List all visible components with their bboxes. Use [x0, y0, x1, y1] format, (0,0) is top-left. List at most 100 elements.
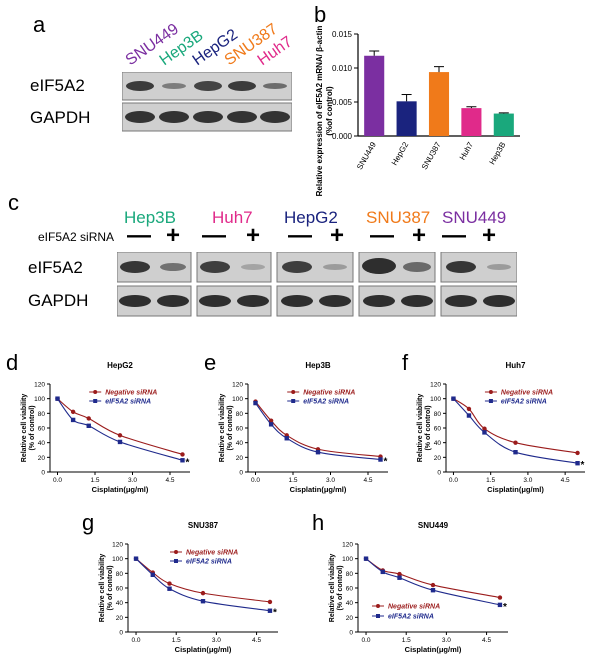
y-tick-label: 80 — [38, 411, 46, 418]
data-point — [167, 586, 172, 591]
y-tick-label: 120 — [34, 382, 45, 389]
data-point — [180, 452, 185, 457]
y-tick-label: 100 — [232, 396, 243, 403]
y-tick-label: 0 — [349, 630, 353, 637]
significance-star: * — [186, 457, 190, 468]
y-axis-label: Relative cell viability — [417, 394, 424, 463]
y-tick-label: 0 — [239, 470, 243, 477]
y-tick-label: 0 — [437, 470, 441, 477]
x-tick-label: 4.5 — [561, 477, 570, 484]
x-tick-label: Huh7 — [458, 140, 476, 162]
sign-minus: — — [442, 222, 466, 249]
y-tick-label: 20 — [116, 615, 124, 622]
blot-c-image — [117, 252, 517, 317]
legend-label: Negative siRNA — [501, 390, 553, 397]
data-point — [451, 396, 456, 401]
group-label-huh7: Huh7 — [212, 208, 253, 227]
y-axis-label: Relative cell viability — [219, 394, 226, 463]
panel-d-letter: d — [6, 350, 18, 375]
x-tick-label: 1.5 — [288, 477, 297, 484]
legend-label: Negative siRNA — [186, 550, 238, 557]
blot-c-label-eif5a2: eIF5A2 — [28, 258, 83, 277]
data-point — [150, 572, 155, 577]
y-axis-label: (% of control) — [227, 405, 234, 450]
y-tick-label: 20 — [434, 455, 442, 462]
bar — [396, 101, 417, 136]
data-point — [133, 556, 139, 561]
x-axis-label: Cisplatin(μg/ml) — [175, 645, 232, 654]
legend-marker — [376, 614, 380, 618]
y-tick-label: 80 — [346, 571, 354, 578]
chart-e: e Hep3B 0 20 40 60 80 100 120 0.0 1.5 3.0 4.5 Cisplat… — [204, 350, 388, 494]
data-point — [180, 458, 185, 463]
sign-plus: + — [166, 222, 181, 249]
data-point — [200, 590, 206, 596]
y-tick-label: 0.015 — [332, 30, 353, 39]
x-tick-label: 1.5 — [486, 477, 495, 484]
x-tick-label: 0.0 — [449, 477, 458, 484]
chart-title: SNU387 — [188, 521, 219, 530]
x-tick-label: SNU449 — [355, 140, 378, 171]
y-tick-label: 40 — [116, 600, 124, 607]
sign-minus: — — [370, 222, 394, 249]
x-tick-label: 3.0 — [128, 477, 137, 484]
y-tick-label: 120 — [430, 382, 441, 389]
y-tick-label: 40 — [38, 440, 46, 447]
data-point — [513, 440, 518, 445]
y-tick-label: 0.000 — [332, 132, 353, 141]
panel-h-letter: h — [312, 514, 324, 535]
data-point — [267, 608, 273, 613]
chart-title: Huh7 — [506, 361, 527, 370]
series-line — [365, 558, 501, 606]
data-point — [497, 595, 503, 600]
y-tick-label: 20 — [346, 615, 354, 622]
series-line — [57, 398, 183, 461]
chart-d: d HepG2 0 20 40 60 80 100 120 0.0 1.5 3.0 4.5 Cisplat… — [6, 350, 190, 494]
legend-marker — [93, 390, 98, 394]
y-axis-label: Relative cell viability — [329, 554, 336, 623]
sign-plus: + — [412, 222, 427, 249]
x-tick-label: 4.5 — [165, 477, 174, 484]
legend-marker — [291, 399, 296, 403]
y-tick-label: 20 — [236, 455, 244, 462]
data-point — [70, 409, 76, 415]
data-point — [268, 418, 274, 423]
x-axis-label: Cisplatin(μg/ml) — [92, 485, 149, 494]
x-tick-label: 3.0 — [326, 477, 335, 484]
panel-g-letter: g — [82, 514, 94, 535]
x-tick-label: 1.5 — [172, 637, 181, 644]
data-point — [55, 396, 60, 401]
data-point — [253, 400, 258, 406]
y-tick-label: 60 — [38, 426, 46, 433]
series-line — [57, 398, 183, 455]
y-tick-label: 0 — [41, 470, 45, 477]
x-tick-label: 1.5 — [90, 477, 99, 484]
sign-minus: — — [288, 222, 312, 249]
legend-label: eIF5A2 siRNA — [501, 399, 547, 406]
chart-b: b 0.000 0.005 0.010 0.015 SNU449 HepG2 SNU387 Hu… — [314, 2, 520, 196]
bar — [461, 108, 482, 136]
panel-e-letter: e — [204, 350, 216, 375]
legend-marker — [291, 390, 296, 394]
x-tick-label: 0.0 — [362, 637, 371, 644]
y-tick-label: 40 — [346, 600, 354, 607]
data-point — [117, 439, 123, 445]
chart-h: h SNU449 0 20 40 60 80 100 120 0.0 1.5 3.0 4.5 Cispla… — [312, 514, 508, 654]
group-label-hepg2: HepG2 — [284, 208, 338, 227]
bar — [428, 72, 450, 136]
y-axis-label: (%of control) — [325, 86, 334, 136]
y-axis-label: Relative cell viability — [21, 394, 28, 463]
data-point — [378, 457, 383, 462]
y-tick-label: 40 — [434, 440, 442, 447]
significance-star: * — [503, 602, 507, 613]
y-tick-label: 100 — [112, 556, 123, 563]
group-label-hep3b: Hep3B — [124, 208, 176, 227]
data-point — [497, 602, 503, 608]
y-tick-label: 120 — [232, 382, 243, 389]
sign-plus: + — [330, 222, 345, 249]
data-point — [70, 417, 76, 423]
y-axis-label: Relative cell viability — [99, 554, 106, 623]
data-point — [267, 599, 273, 605]
y-tick-label: 120 — [342, 542, 353, 549]
legend-marker — [174, 559, 178, 563]
